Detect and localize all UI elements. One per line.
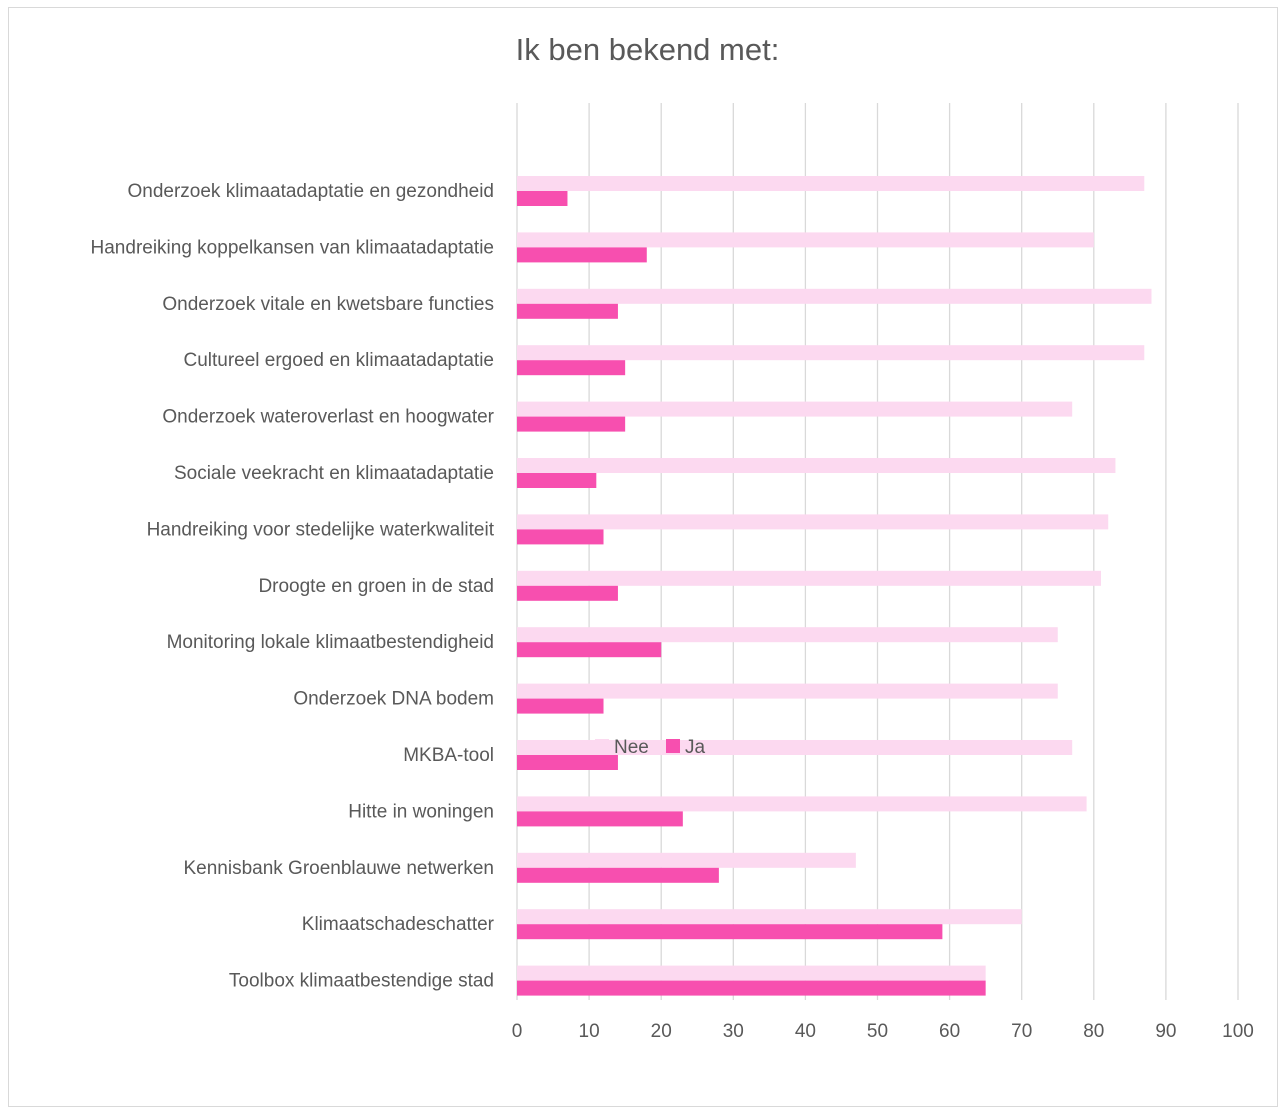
- bar-nee: [517, 796, 1087, 812]
- category-label: Sociale veekracht en klimaatadaptatie: [174, 463, 494, 484]
- category-label: Toolbox klimaatbestendige stad: [229, 971, 494, 992]
- bar-ja: [517, 585, 618, 601]
- bar-ja: [517, 247, 647, 263]
- category-label: Monitoring lokale klimaatbestendigheid: [167, 632, 494, 653]
- category-label: Handreiking voor stedelijke waterkwalite…: [147, 519, 495, 540]
- legend-label-nee: Nee: [614, 737, 649, 758]
- bar-ja: [517, 642, 662, 658]
- bar-nee: [517, 514, 1109, 530]
- bar-ja: [517, 867, 719, 883]
- bar-ja: [517, 980, 986, 996]
- category-label: Hitte in woningen: [348, 801, 494, 822]
- bar-ja: [517, 924, 943, 940]
- bar-nee: [517, 458, 1116, 473]
- bar-ja: [517, 755, 618, 770]
- bar-ja: [517, 191, 568, 206]
- x-tick-label: 30: [723, 1021, 744, 1042]
- bar-nee: [517, 401, 1073, 417]
- bar-ja: [517, 698, 604, 714]
- category-label: Onderzoek klimaatadaptatie en gezondheid: [127, 181, 494, 202]
- bar-nee: [517, 740, 1073, 755]
- chart-title: Ik ben bekend met:: [515, 32, 780, 67]
- x-tick-label: 10: [579, 1021, 600, 1042]
- x-tick-label: 100: [1222, 1021, 1254, 1042]
- bar-ja: [517, 811, 683, 827]
- x-tick-label: 60: [939, 1021, 960, 1042]
- x-tick-label: 40: [795, 1021, 816, 1042]
- bar-nee: [517, 852, 856, 868]
- bar-nee: [517, 965, 986, 981]
- legend-label-ja: Ja: [685, 737, 706, 758]
- bar-nee: [517, 909, 1022, 925]
- x-tick-label: 20: [651, 1021, 672, 1042]
- bar-ja: [517, 416, 626, 432]
- bar-nee: [517, 232, 1094, 248]
- category-label: Onderzoek vitale en kwetsbare functies: [162, 294, 494, 315]
- category-label: Handreiking koppelkansen van klimaatadap…: [91, 237, 494, 258]
- bar-nee: [517, 345, 1145, 361]
- x-tick-label: 0: [512, 1021, 523, 1042]
- bar-ja: [517, 303, 618, 319]
- bar-nee: [517, 683, 1058, 699]
- x-tick-label: 50: [867, 1021, 888, 1042]
- legend-swatch-nee: [595, 739, 609, 753]
- category-label: MKBA-tool: [403, 745, 494, 766]
- bar-nee: [517, 570, 1102, 586]
- category-label: Cultureel ergoed en klimaatadaptatie: [183, 350, 494, 371]
- x-tick-label: 90: [1155, 1021, 1176, 1042]
- category-label: Onderzoek DNA bodem: [293, 689, 494, 710]
- x-tick-label: 70: [1011, 1021, 1032, 1042]
- bar-nee: [517, 627, 1058, 643]
- bar-nee: [517, 288, 1152, 304]
- bar-ja: [517, 360, 626, 376]
- bar-ja: [517, 473, 597, 488]
- category-label: Droogte en groen in de stad: [258, 576, 494, 597]
- legend-swatch-ja: [666, 739, 680, 753]
- category-label: Kennisbank Groenblauwe netwerken: [183, 858, 494, 879]
- category-label: Onderzoek wateroverlast en hoogwater: [162, 407, 494, 428]
- x-tick-label: 80: [1083, 1021, 1104, 1042]
- category-label: Klimaatschadeschatter: [302, 914, 495, 935]
- bar-nee: [517, 176, 1145, 191]
- bar-ja: [517, 529, 604, 545]
